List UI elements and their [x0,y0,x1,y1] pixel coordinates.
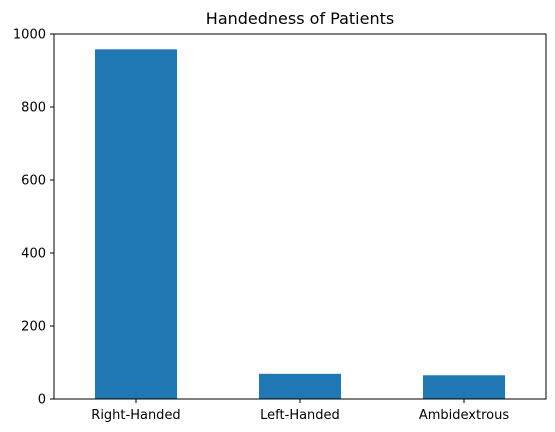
bars-layer [95,49,505,399]
chart-title: Handedness of Patients [206,9,394,28]
x-tick-label: Left-Handed [260,408,340,423]
y-tick-label: 200 [21,320,46,335]
y-tick-label: 400 [21,247,46,262]
y-tick-label: 0 [38,393,46,408]
y-tick-label: 600 [21,174,46,189]
x-tick-label: Ambidextrous [419,408,509,423]
bar-left-handed [259,373,341,399]
bar-right-handed [95,49,177,399]
bar-ambidextrous [423,375,505,399]
y-tick-label: 800 [21,101,46,116]
x-tick-label: Right-Handed [91,408,180,423]
y-tick-label: 1000 [13,28,46,43]
ticks-layer: Right-Handed Left-Handed Ambidextrous 0 200 4… [13,28,509,424]
